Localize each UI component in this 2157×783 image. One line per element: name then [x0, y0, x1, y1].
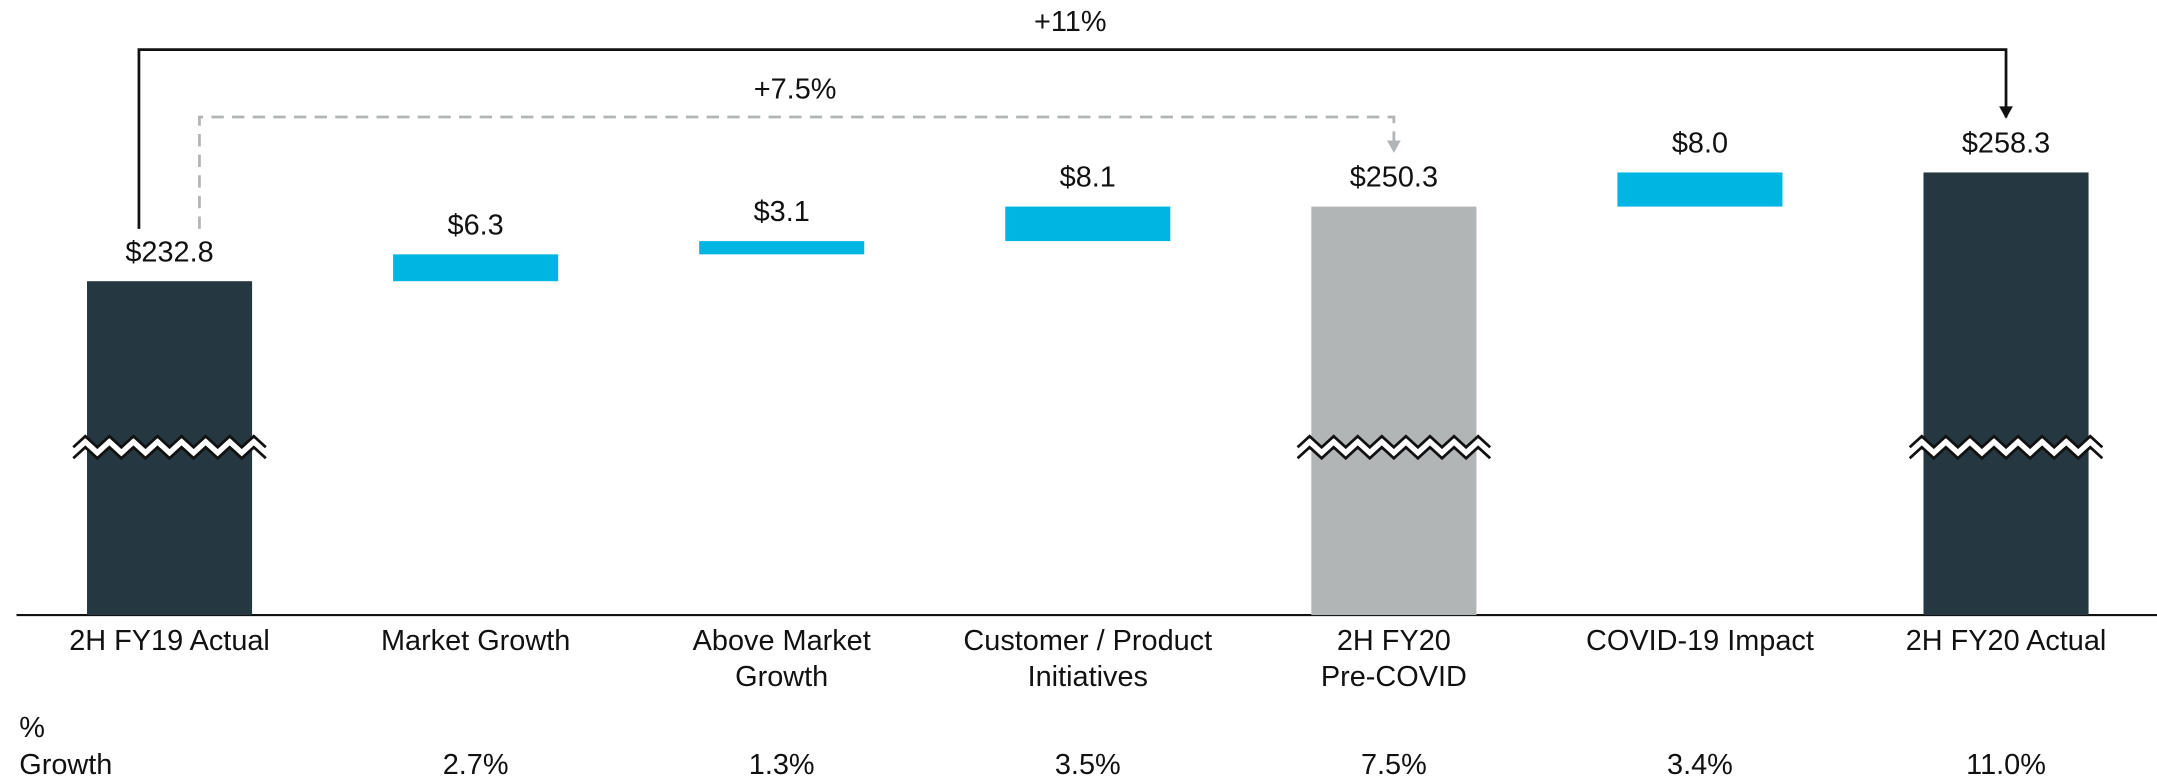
delta-bar: [1005, 206, 1171, 242]
value-label: $3.1: [754, 196, 810, 228]
growth-label: 11.0%: [1966, 749, 2046, 781]
x-tick-label: Above Market: [693, 625, 871, 657]
axis-break-line: [72, 434, 267, 450]
delta-bar: [699, 241, 865, 255]
bracket: [137, 48, 2008, 229]
bracket-arrow: [1386, 140, 1401, 153]
axis-break-line: [1296, 445, 1492, 461]
value-label: $258.3: [1962, 128, 2050, 160]
x-tick-label: Market Growth: [381, 625, 570, 657]
delta-bar: [1617, 172, 1783, 207]
growth-label: 3.4%: [1667, 749, 1733, 781]
x-tick-label: Initiatives: [1028, 661, 1148, 693]
bracket-label: +7.5%: [754, 74, 837, 106]
bracket-arrow: [1999, 106, 2013, 119]
axis-break-line: [1296, 434, 1492, 450]
growth-label: 3.5%: [1055, 749, 1121, 781]
growth-row-label: %: [19, 712, 45, 744]
growth-label: 7.5%: [1361, 749, 1427, 781]
total-bar: [1311, 206, 1477, 616]
x-tick-label: Growth: [735, 661, 828, 693]
x-tick-label: 2H FY19 Actual: [69, 625, 270, 657]
x-tick-label: 2H FY20: [1337, 625, 1451, 657]
bracket-label: +11%: [1034, 6, 1107, 38]
value-label: $250.3: [1350, 162, 1438, 194]
value-label: $232.8: [125, 236, 213, 268]
x-tick-label: Customer / Product: [963, 625, 1212, 657]
value-label: $8.0: [1672, 128, 1728, 160]
total-bar: [1923, 172, 2089, 616]
growth-label: 2.7%: [443, 749, 509, 781]
axis-break-line: [72, 445, 267, 461]
growth-label: 1.3%: [749, 749, 815, 781]
axis-break-line: [1908, 434, 2104, 450]
x-tick-label: COVID-19 Impact: [1586, 625, 1814, 657]
axis-break-line: [1908, 445, 2104, 461]
x-tick-label: Pre-COVID: [1321, 661, 1467, 693]
x-tick-label: 2H FY20 Actual: [1906, 625, 2107, 657]
delta-bar: [393, 254, 559, 282]
growth-row-label: Growth: [19, 749, 112, 781]
value-label: $8.1: [1060, 162, 1116, 194]
value-label: $6.3: [448, 209, 504, 241]
bracket: [198, 115, 1396, 229]
